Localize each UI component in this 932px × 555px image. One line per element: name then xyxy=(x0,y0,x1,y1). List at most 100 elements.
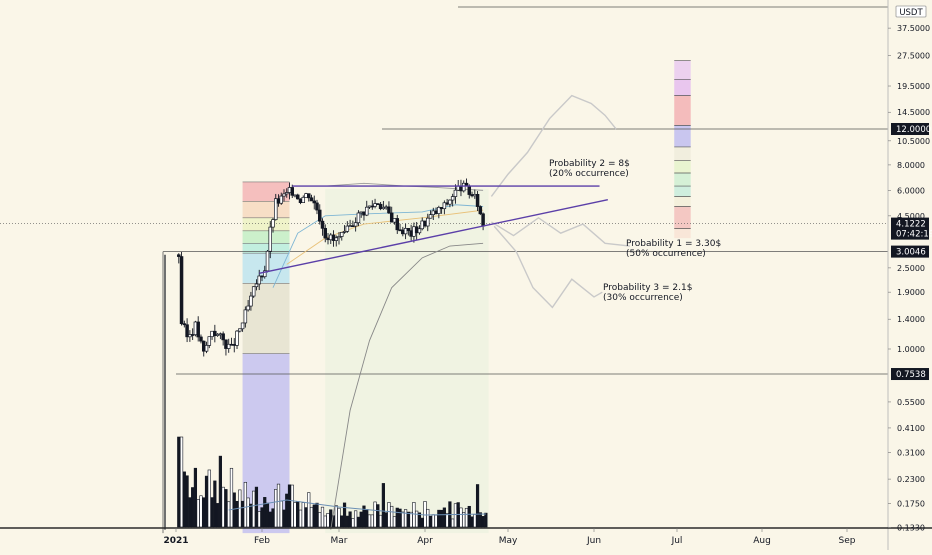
candle-body xyxy=(359,211,363,214)
candle-body xyxy=(318,209,322,222)
candle-body xyxy=(448,199,452,205)
annotation-occurrence: (20% occurrence) xyxy=(549,169,629,179)
volume-bar xyxy=(179,436,184,528)
annotation-labels: Probability 2 = 8$(20% occurrence) Probab… xyxy=(549,159,721,303)
candle-body xyxy=(315,202,319,211)
volume-bar xyxy=(263,497,267,528)
volume-bar xyxy=(240,500,245,528)
target-band xyxy=(674,95,691,126)
volume-bar xyxy=(428,515,433,528)
candle-body xyxy=(221,333,225,341)
time-tick-label: 2021 xyxy=(163,536,188,546)
target-band xyxy=(674,60,691,80)
fib-band xyxy=(242,201,290,218)
candle-body xyxy=(398,229,402,232)
volume-bar xyxy=(475,484,480,528)
candle-body xyxy=(304,193,308,198)
candle-body xyxy=(229,343,234,346)
candle-body xyxy=(185,324,189,338)
candle-body xyxy=(437,206,441,214)
candle-body xyxy=(235,330,239,346)
volume-bar xyxy=(470,516,474,528)
candles xyxy=(164,178,485,530)
annotation-occurrence: (30% occurrence) xyxy=(603,293,683,303)
volume-bar xyxy=(182,471,186,528)
price-label: 12.0000 xyxy=(896,125,931,135)
volume-bar xyxy=(370,514,374,528)
candle-body xyxy=(475,194,480,207)
volume-bar xyxy=(282,509,286,528)
annotation-title: Probability 1 = 3.30$ xyxy=(626,239,721,249)
price-tick-label: 0.3100 xyxy=(897,449,925,458)
candle-body xyxy=(290,187,295,196)
candle-body xyxy=(177,254,181,257)
target-band xyxy=(674,79,691,96)
candle-body xyxy=(348,225,352,228)
candle-body xyxy=(179,256,184,325)
candle-body xyxy=(309,197,314,202)
candle-body xyxy=(323,227,328,239)
target-band xyxy=(674,160,691,174)
trendlines[interactable] xyxy=(259,185,608,275)
candle-body xyxy=(238,328,242,332)
price-tick-label: 27.5000 xyxy=(897,52,930,61)
price-tick-label: 37.5000 xyxy=(897,24,930,33)
price-tick-label: 10.5000 xyxy=(897,137,930,146)
volume-bar xyxy=(426,508,430,528)
price-label: 4.1222 xyxy=(896,220,926,230)
candle-body xyxy=(279,195,284,204)
volume-bar xyxy=(213,480,217,528)
candle-body xyxy=(190,334,195,336)
currency-badge xyxy=(895,5,927,18)
price-tick-label: 0.4100 xyxy=(897,424,925,433)
candle-body xyxy=(403,228,408,235)
volume-bar xyxy=(431,514,435,528)
volume-bar xyxy=(312,504,316,528)
candle-body xyxy=(254,283,259,288)
volume-bar xyxy=(390,505,394,528)
candle-body xyxy=(373,203,377,207)
target-band xyxy=(674,125,691,147)
projection-line xyxy=(493,225,603,309)
volume-bar xyxy=(293,502,297,528)
volume-bar xyxy=(193,467,198,528)
candle-body xyxy=(326,237,330,241)
candle-body xyxy=(459,185,463,192)
candle-body xyxy=(478,206,483,215)
price-tick-label: 0.5500 xyxy=(897,398,925,407)
volume-bar xyxy=(345,515,349,528)
volume-bar xyxy=(392,516,397,528)
volume-bar xyxy=(478,512,482,528)
volume-bar xyxy=(296,501,300,528)
volume-bar xyxy=(459,507,463,528)
volume-bar xyxy=(379,514,383,528)
support-trendline[interactable] xyxy=(259,199,608,275)
time-tick-label: Jul xyxy=(671,536,683,546)
volume-bar xyxy=(185,475,189,528)
candle-body xyxy=(224,339,228,349)
candle-body xyxy=(395,218,400,231)
candle-body xyxy=(213,330,217,336)
candle-body xyxy=(481,213,485,227)
candle-body xyxy=(329,234,333,241)
time-tick-label: Mar xyxy=(331,536,348,546)
candle-body xyxy=(351,225,355,228)
volume-bar xyxy=(409,511,413,528)
candle-body xyxy=(301,196,306,203)
candle-body xyxy=(381,207,386,210)
volume-bar xyxy=(348,511,352,528)
candle-body xyxy=(207,336,212,346)
candle-body xyxy=(240,322,245,330)
volume-bar xyxy=(320,506,325,528)
volume-bar xyxy=(304,507,308,528)
candle-body xyxy=(414,226,419,234)
volume-bar xyxy=(276,483,281,528)
volume-bar xyxy=(257,511,261,528)
volume-bar xyxy=(218,455,222,528)
candle-body xyxy=(263,270,267,278)
candle-body xyxy=(353,222,358,227)
candle-body xyxy=(434,210,438,214)
volume-bar xyxy=(216,503,220,528)
